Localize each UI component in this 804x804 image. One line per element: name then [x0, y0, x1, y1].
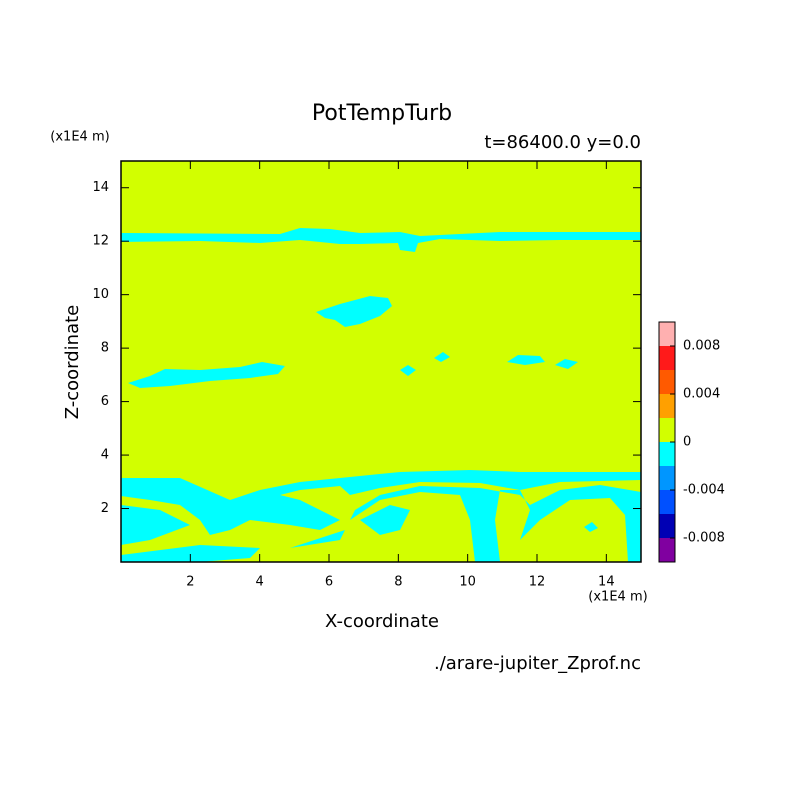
- y-unit: (x1E4 m): [50, 130, 109, 145]
- y-tick-label: 10: [92, 287, 109, 302]
- x-tick-label: 4: [256, 575, 264, 590]
- contour-region: [290, 485, 641, 562]
- contour-region: [128, 362, 285, 388]
- x-tick-label: 8: [394, 575, 402, 590]
- y-tick-label: 14: [92, 180, 109, 195]
- y-tick-label: 6: [101, 394, 109, 409]
- x-tick-label: 6: [325, 575, 333, 590]
- y-tick-label: 4: [101, 448, 109, 463]
- contour-region: [434, 352, 450, 362]
- chart-title: PotTempTurb: [312, 101, 452, 126]
- x-tick-label: 14: [598, 575, 615, 590]
- colorbar-band: [659, 394, 675, 418]
- x-tick-label: 2: [186, 575, 194, 590]
- contour-region: [316, 296, 392, 327]
- y-tick-label: 12: [92, 234, 109, 249]
- contour-region: [584, 522, 598, 532]
- colorbar-tick-label: -0.004: [683, 483, 725, 498]
- y-axis-label: Z-coordinate: [62, 305, 83, 420]
- colorbar-band: [659, 370, 675, 394]
- contour-region: [555, 359, 578, 369]
- contour-region: [360, 505, 410, 535]
- colorbar-tick-label: 0.008: [683, 339, 720, 354]
- colorbar-band: [659, 442, 675, 466]
- contour-regions: [121, 228, 641, 562]
- colorbar-band: [659, 346, 675, 370]
- contour-region: [121, 228, 641, 252]
- colorbar-tick-label: 0: [683, 435, 691, 450]
- source-file: ./arare-jupiter_Zprof.nc: [434, 653, 641, 674]
- contour-region: [121, 505, 190, 545]
- x-axis-label: X-coordinate: [325, 611, 439, 632]
- y-tick-label: 8: [101, 341, 109, 356]
- contour-region: [507, 355, 545, 365]
- x-tick-label: 12: [529, 575, 546, 590]
- colorbar-tick-label: -0.008: [683, 531, 725, 546]
- x-unit: (x1E4 m): [588, 590, 647, 605]
- colorbar-band: [659, 538, 675, 562]
- colorbar-band: [659, 490, 675, 514]
- colorbar-band: [659, 514, 675, 538]
- colorbar-tick-label: 0.004: [683, 387, 720, 402]
- y-tick-label: 2: [101, 501, 109, 516]
- colorbar-band: [659, 322, 675, 346]
- contour-region: [121, 545, 260, 562]
- contour-region: [121, 470, 641, 535]
- x-tick-label: 10: [459, 575, 476, 590]
- colorbar-band: [659, 466, 675, 490]
- subtitle: t=86400.0 y=0.0: [484, 132, 641, 153]
- plot-frame: [120, 160, 642, 563]
- contour-region: [400, 365, 416, 376]
- colorbar-band: [659, 418, 675, 442]
